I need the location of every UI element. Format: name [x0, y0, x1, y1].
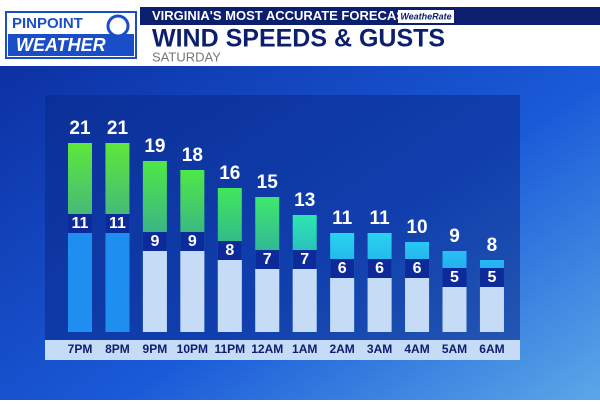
logo-top: PINPOINT	[12, 15, 83, 32]
speed-label: 9	[188, 233, 197, 250]
speed-label-box	[142, 232, 167, 251]
chart-title: WIND SPEEDS & GUSTS	[152, 25, 445, 53]
gust-label: 19	[144, 136, 165, 157]
gust-label: 18	[182, 145, 203, 166]
speed-bar	[255, 269, 280, 332]
speed-label: 11	[72, 215, 89, 232]
speed-bar	[479, 287, 504, 332]
x-tick-label: 6AM	[479, 342, 504, 356]
speed-bar	[217, 260, 242, 332]
gust-label: 15	[257, 172, 279, 193]
logo-pin	[106, 14, 130, 38]
speed-label-box	[255, 250, 280, 269]
gust-label: 9	[449, 226, 460, 247]
speed-label-box	[479, 268, 504, 287]
speed-label-box	[367, 259, 392, 278]
speed-label-box	[330, 259, 355, 278]
gust-label: 8	[487, 235, 498, 256]
gust-label: 10	[406, 217, 427, 238]
speed-label: 6	[413, 260, 422, 277]
x-tick-label: 2AM	[329, 342, 354, 356]
x-tick-label: 8PM	[105, 342, 130, 356]
speed-label-box	[405, 259, 430, 278]
speed-bar	[442, 287, 467, 332]
speed-label: 8	[225, 242, 234, 259]
speed-label: 11	[109, 215, 126, 232]
gust-label: 21	[107, 118, 129, 139]
x-tick-label: 9PM	[143, 342, 168, 356]
speed-bar	[330, 278, 355, 332]
speed-label-box	[105, 214, 130, 233]
gust-label: 11	[370, 208, 391, 229]
speed-bar	[292, 269, 317, 332]
speed-label: 5	[487, 269, 496, 286]
x-tick-label: 4AM	[404, 342, 429, 356]
x-tick-label: 1AM	[292, 342, 317, 356]
speed-label-box	[180, 232, 205, 251]
tagline-strip	[140, 7, 600, 25]
badge-box	[398, 10, 454, 23]
tagline: VIRGINIA'S MOST ACCURATE FORECAST	[152, 8, 413, 23]
speed-label-box	[217, 241, 242, 260]
x-tick-label: 12AM	[251, 342, 283, 356]
badge: WeatheRate	[400, 11, 451, 21]
x-tick-label: 7PM	[68, 342, 93, 356]
category-band	[45, 340, 520, 360]
gust-label: 11	[332, 208, 353, 229]
chart-subtitle: SATURDAY	[152, 49, 221, 64]
speed-bar	[367, 278, 392, 332]
speed-label: 7	[263, 251, 272, 268]
gust-label: 16	[219, 163, 240, 184]
speed-label-box	[442, 268, 467, 287]
speed-label-box	[292, 250, 317, 269]
speed-label: 6	[338, 260, 347, 277]
speed-label: 5	[450, 269, 459, 286]
x-tick-label: 3AM	[367, 342, 392, 356]
speed-bar	[142, 251, 167, 332]
speed-bar	[105, 233, 130, 332]
plot: 7PM 21 11 8PM 21 11 9PM 19 9 10PM 18 9 11PM 16 8 12AM 15…	[68, 118, 505, 356]
speed-label: 9	[150, 233, 159, 250]
speed-label-box	[68, 214, 92, 233]
x-tick-label: 10PM	[177, 342, 208, 356]
speed-bar	[68, 233, 92, 332]
speed-label: 7	[300, 251, 309, 268]
speed-bar	[405, 278, 430, 332]
speed-bar	[180, 251, 205, 332]
logo-bottom: WEATHER	[16, 35, 106, 55]
gust-label: 21	[69, 118, 91, 139]
x-tick-label: 5AM	[442, 342, 467, 356]
logo-stripe	[8, 34, 134, 56]
x-tick-label: 11PM	[214, 342, 245, 356]
gust-label: 13	[294, 190, 315, 211]
speed-label: 6	[375, 260, 384, 277]
